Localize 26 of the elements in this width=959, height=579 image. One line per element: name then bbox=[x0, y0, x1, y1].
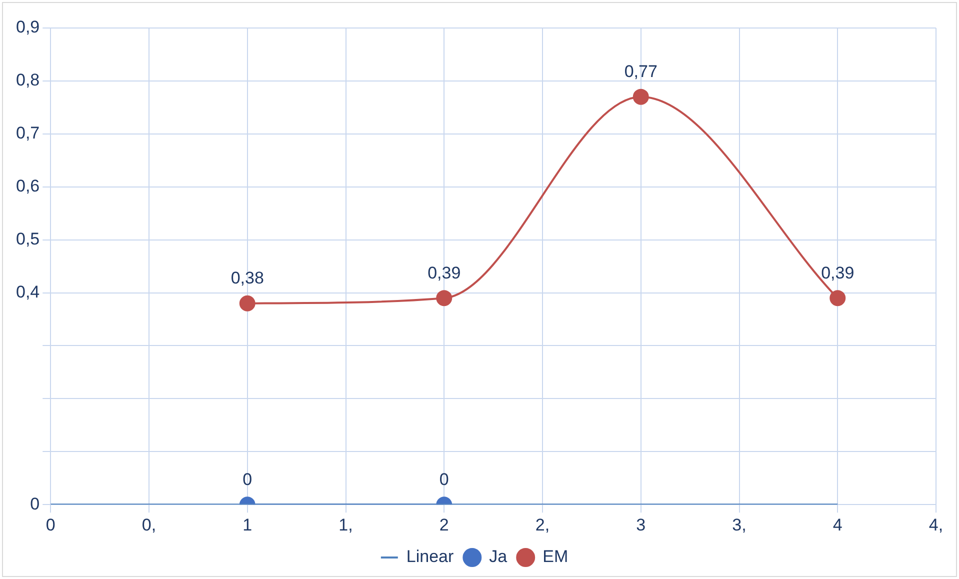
x-tick-label: 1, bbox=[338, 515, 353, 534]
x-tick-label: 0 bbox=[46, 515, 56, 534]
y-tick-label: 0,4 bbox=[16, 282, 40, 302]
data-label: 0,77 bbox=[624, 62, 658, 82]
x-tick-label: 2 bbox=[439, 515, 449, 534]
y-tick-label: 0 bbox=[30, 494, 40, 514]
legend-label: Ja bbox=[489, 547, 508, 566]
y-tick-label: 0,6 bbox=[16, 176, 40, 196]
y-tick-label: 0,7 bbox=[16, 124, 40, 143]
x-tick-label: 3, bbox=[732, 515, 746, 534]
y-tick-label: 0,8 bbox=[16, 70, 40, 90]
legend-label: Linear bbox=[406, 547, 454, 566]
x-tick-label: 4 bbox=[832, 515, 842, 534]
x-tick-label: 4, bbox=[928, 515, 944, 534]
y-tick-label: 0,9 bbox=[16, 18, 40, 37]
x-tick-label: 0, bbox=[142, 515, 156, 534]
data-label: 0,39 bbox=[428, 263, 461, 282]
data-label: 0 bbox=[439, 470, 449, 489]
legend-label: EM bbox=[542, 547, 568, 566]
y-tick-label: 0,5 bbox=[16, 230, 40, 249]
data-label: 0,39 bbox=[821, 263, 854, 282]
x-tick-label: 1 bbox=[242, 515, 252, 534]
data-label: 0 bbox=[242, 470, 252, 489]
x-tick-label: 3 bbox=[636, 515, 646, 534]
x-tick-label: 2, bbox=[535, 515, 550, 534]
data-label: 0,38 bbox=[230, 268, 264, 288]
